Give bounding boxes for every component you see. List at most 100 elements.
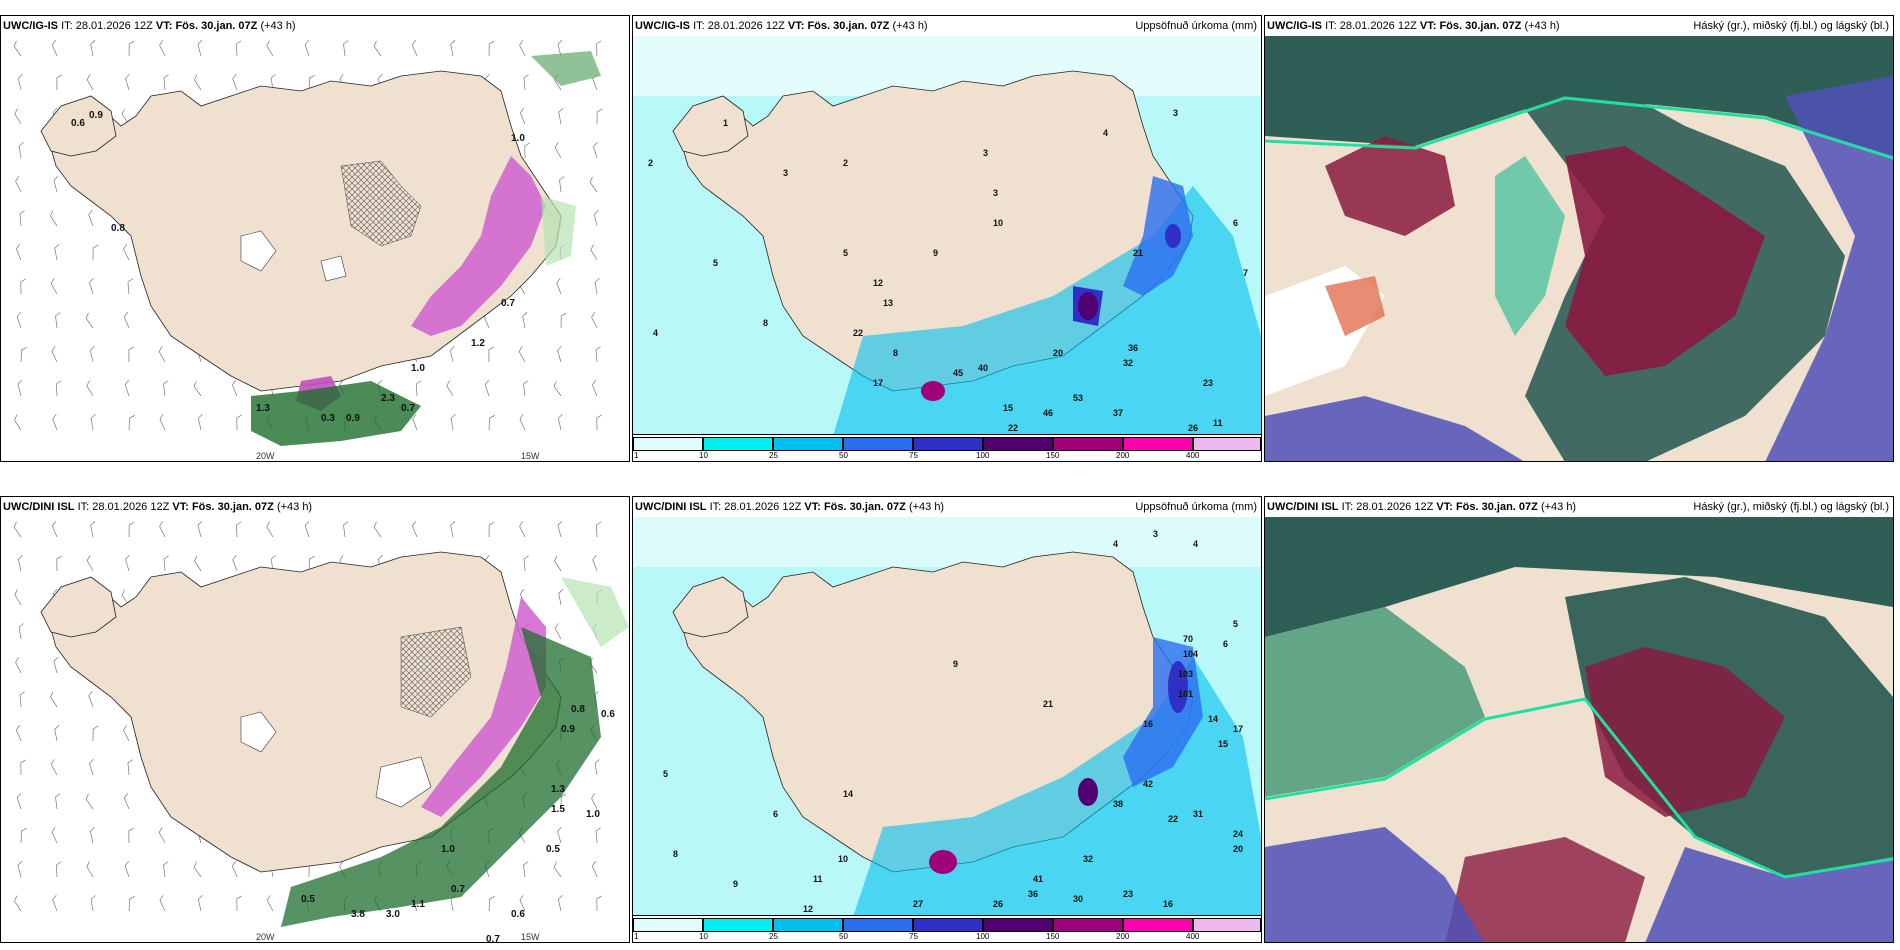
wind-barb xyxy=(88,209,94,227)
cb-label: 150 xyxy=(1046,451,1060,460)
svg-text:23: 23 xyxy=(1203,378,1213,388)
wind-barb xyxy=(270,555,276,572)
lon-tick-15w: 15W xyxy=(521,451,540,461)
svg-text:5: 5 xyxy=(1233,619,1238,629)
wind-barb xyxy=(124,379,130,397)
lon-tick-15w: 15W xyxy=(521,932,540,942)
panel-header: UWC/DINI ISL IT: 28.01.2026 12Z VT: Fös.… xyxy=(1,497,629,517)
cb-label: 1 xyxy=(634,451,639,460)
cb-label: 50 xyxy=(839,451,848,460)
svg-text:9: 9 xyxy=(953,659,958,669)
field-title: Háský (gr.), miðský (fj.bl.) og lágský (… xyxy=(1693,20,1889,32)
wind-barb xyxy=(449,346,455,363)
svg-text:11: 11 xyxy=(1213,418,1223,428)
svg-text:32: 32 xyxy=(1083,854,1093,864)
wind-barb xyxy=(14,108,22,125)
wind-barb xyxy=(556,277,562,295)
wind-barb xyxy=(308,555,315,572)
wind-barb xyxy=(89,277,94,295)
cb-seg-1 xyxy=(633,918,703,932)
svg-text:5: 5 xyxy=(843,248,848,258)
wind-barb xyxy=(54,244,60,261)
svg-text:9: 9 xyxy=(933,248,938,258)
wind-barb xyxy=(51,40,58,57)
wind-barb xyxy=(56,861,62,878)
cb-seg-9 xyxy=(1193,437,1261,451)
wind-barb xyxy=(304,520,310,538)
wind-barb xyxy=(519,521,526,538)
wind-barb xyxy=(231,861,238,878)
wind-barb xyxy=(523,861,529,878)
it-label: IT: xyxy=(693,20,705,32)
svg-text:0.9: 0.9 xyxy=(561,724,575,735)
wind-barb xyxy=(373,40,382,57)
wind-barb xyxy=(523,380,529,397)
svg-text:42: 42 xyxy=(1143,779,1153,789)
wind-barb xyxy=(266,895,274,912)
cb-label: 400 xyxy=(1186,932,1200,941)
model-label: UWC/DINI ISL xyxy=(1267,501,1339,513)
wind-barb xyxy=(51,827,58,844)
lead-value: (+43 h) xyxy=(260,20,296,32)
wind-barb xyxy=(123,312,130,329)
wind-barb xyxy=(20,346,27,363)
svg-text:0.8: 0.8 xyxy=(571,704,585,715)
svg-text:3.8: 3.8 xyxy=(351,909,365,920)
svg-text:7: 7 xyxy=(1243,268,1248,278)
wind-barb xyxy=(411,521,418,538)
wind-barb xyxy=(89,758,94,776)
wind-barb xyxy=(121,108,130,125)
svg-text:16: 16 xyxy=(1163,899,1173,909)
wind-barb xyxy=(518,346,526,363)
svg-text:5: 5 xyxy=(663,769,668,779)
cb-label: 75 xyxy=(909,451,918,460)
svg-text:70: 70 xyxy=(1183,634,1193,644)
svg-text:53: 53 xyxy=(1073,393,1083,403)
wind-barb xyxy=(124,860,130,878)
svg-text:0.6: 0.6 xyxy=(71,118,85,129)
svg-text:21: 21 xyxy=(1043,699,1053,709)
svg-text:15: 15 xyxy=(1218,739,1228,749)
it-label: IT: xyxy=(1341,501,1354,513)
wind-barb xyxy=(128,346,134,363)
cb-label: 100 xyxy=(976,451,990,460)
cb-seg-5 xyxy=(913,918,983,932)
wind-barb xyxy=(163,74,169,91)
wind-barb xyxy=(266,521,274,538)
wind-barb xyxy=(128,521,135,538)
wind-barb xyxy=(596,521,602,538)
wind-barb xyxy=(85,793,94,810)
svg-text:27: 27 xyxy=(913,899,923,909)
temperature-labels: 0.8 0.6 0.9 1.0 1.3 1.5 0.5 1.0 0.7 1.1 … xyxy=(301,704,615,943)
lead-value: (+43 h) xyxy=(908,501,945,513)
wind-barb xyxy=(55,793,61,810)
wind-barb xyxy=(557,826,562,844)
precip-colorbar: 1 10 25 50 75 100 150 200 400 xyxy=(633,915,1261,942)
wind-barb xyxy=(128,414,135,431)
svg-text:1.5: 1.5 xyxy=(551,804,565,815)
wind-barb xyxy=(557,414,563,431)
wind-barb xyxy=(450,521,456,538)
wind-barb xyxy=(18,623,24,640)
wind-barb xyxy=(19,691,25,708)
wind-barb xyxy=(591,380,598,397)
svg-text:0.7: 0.7 xyxy=(486,934,500,943)
cb-seg-1 xyxy=(633,437,703,451)
wind-barb xyxy=(13,521,22,538)
wind-barb xyxy=(123,793,130,810)
svg-text:1.0: 1.0 xyxy=(511,133,525,144)
svg-text:1.0: 1.0 xyxy=(411,363,425,374)
wind-barb xyxy=(163,555,169,572)
wind-barb xyxy=(488,895,495,912)
wind-barb xyxy=(593,141,598,159)
wind-barb xyxy=(519,895,526,912)
panel-header: UWC/IG-IS IT: 28.01.2026 12Z VT: Fös. 30… xyxy=(1,16,629,36)
svg-text:4: 4 xyxy=(1193,539,1198,549)
svg-text:1.2: 1.2 xyxy=(471,338,485,349)
wind-barb xyxy=(308,74,315,91)
it-label: IT: xyxy=(1325,20,1337,32)
svg-text:0.6: 0.6 xyxy=(601,709,615,720)
svg-text:36: 36 xyxy=(1028,889,1038,899)
cb-label: 10 xyxy=(699,932,708,941)
wind-barb xyxy=(90,895,96,912)
